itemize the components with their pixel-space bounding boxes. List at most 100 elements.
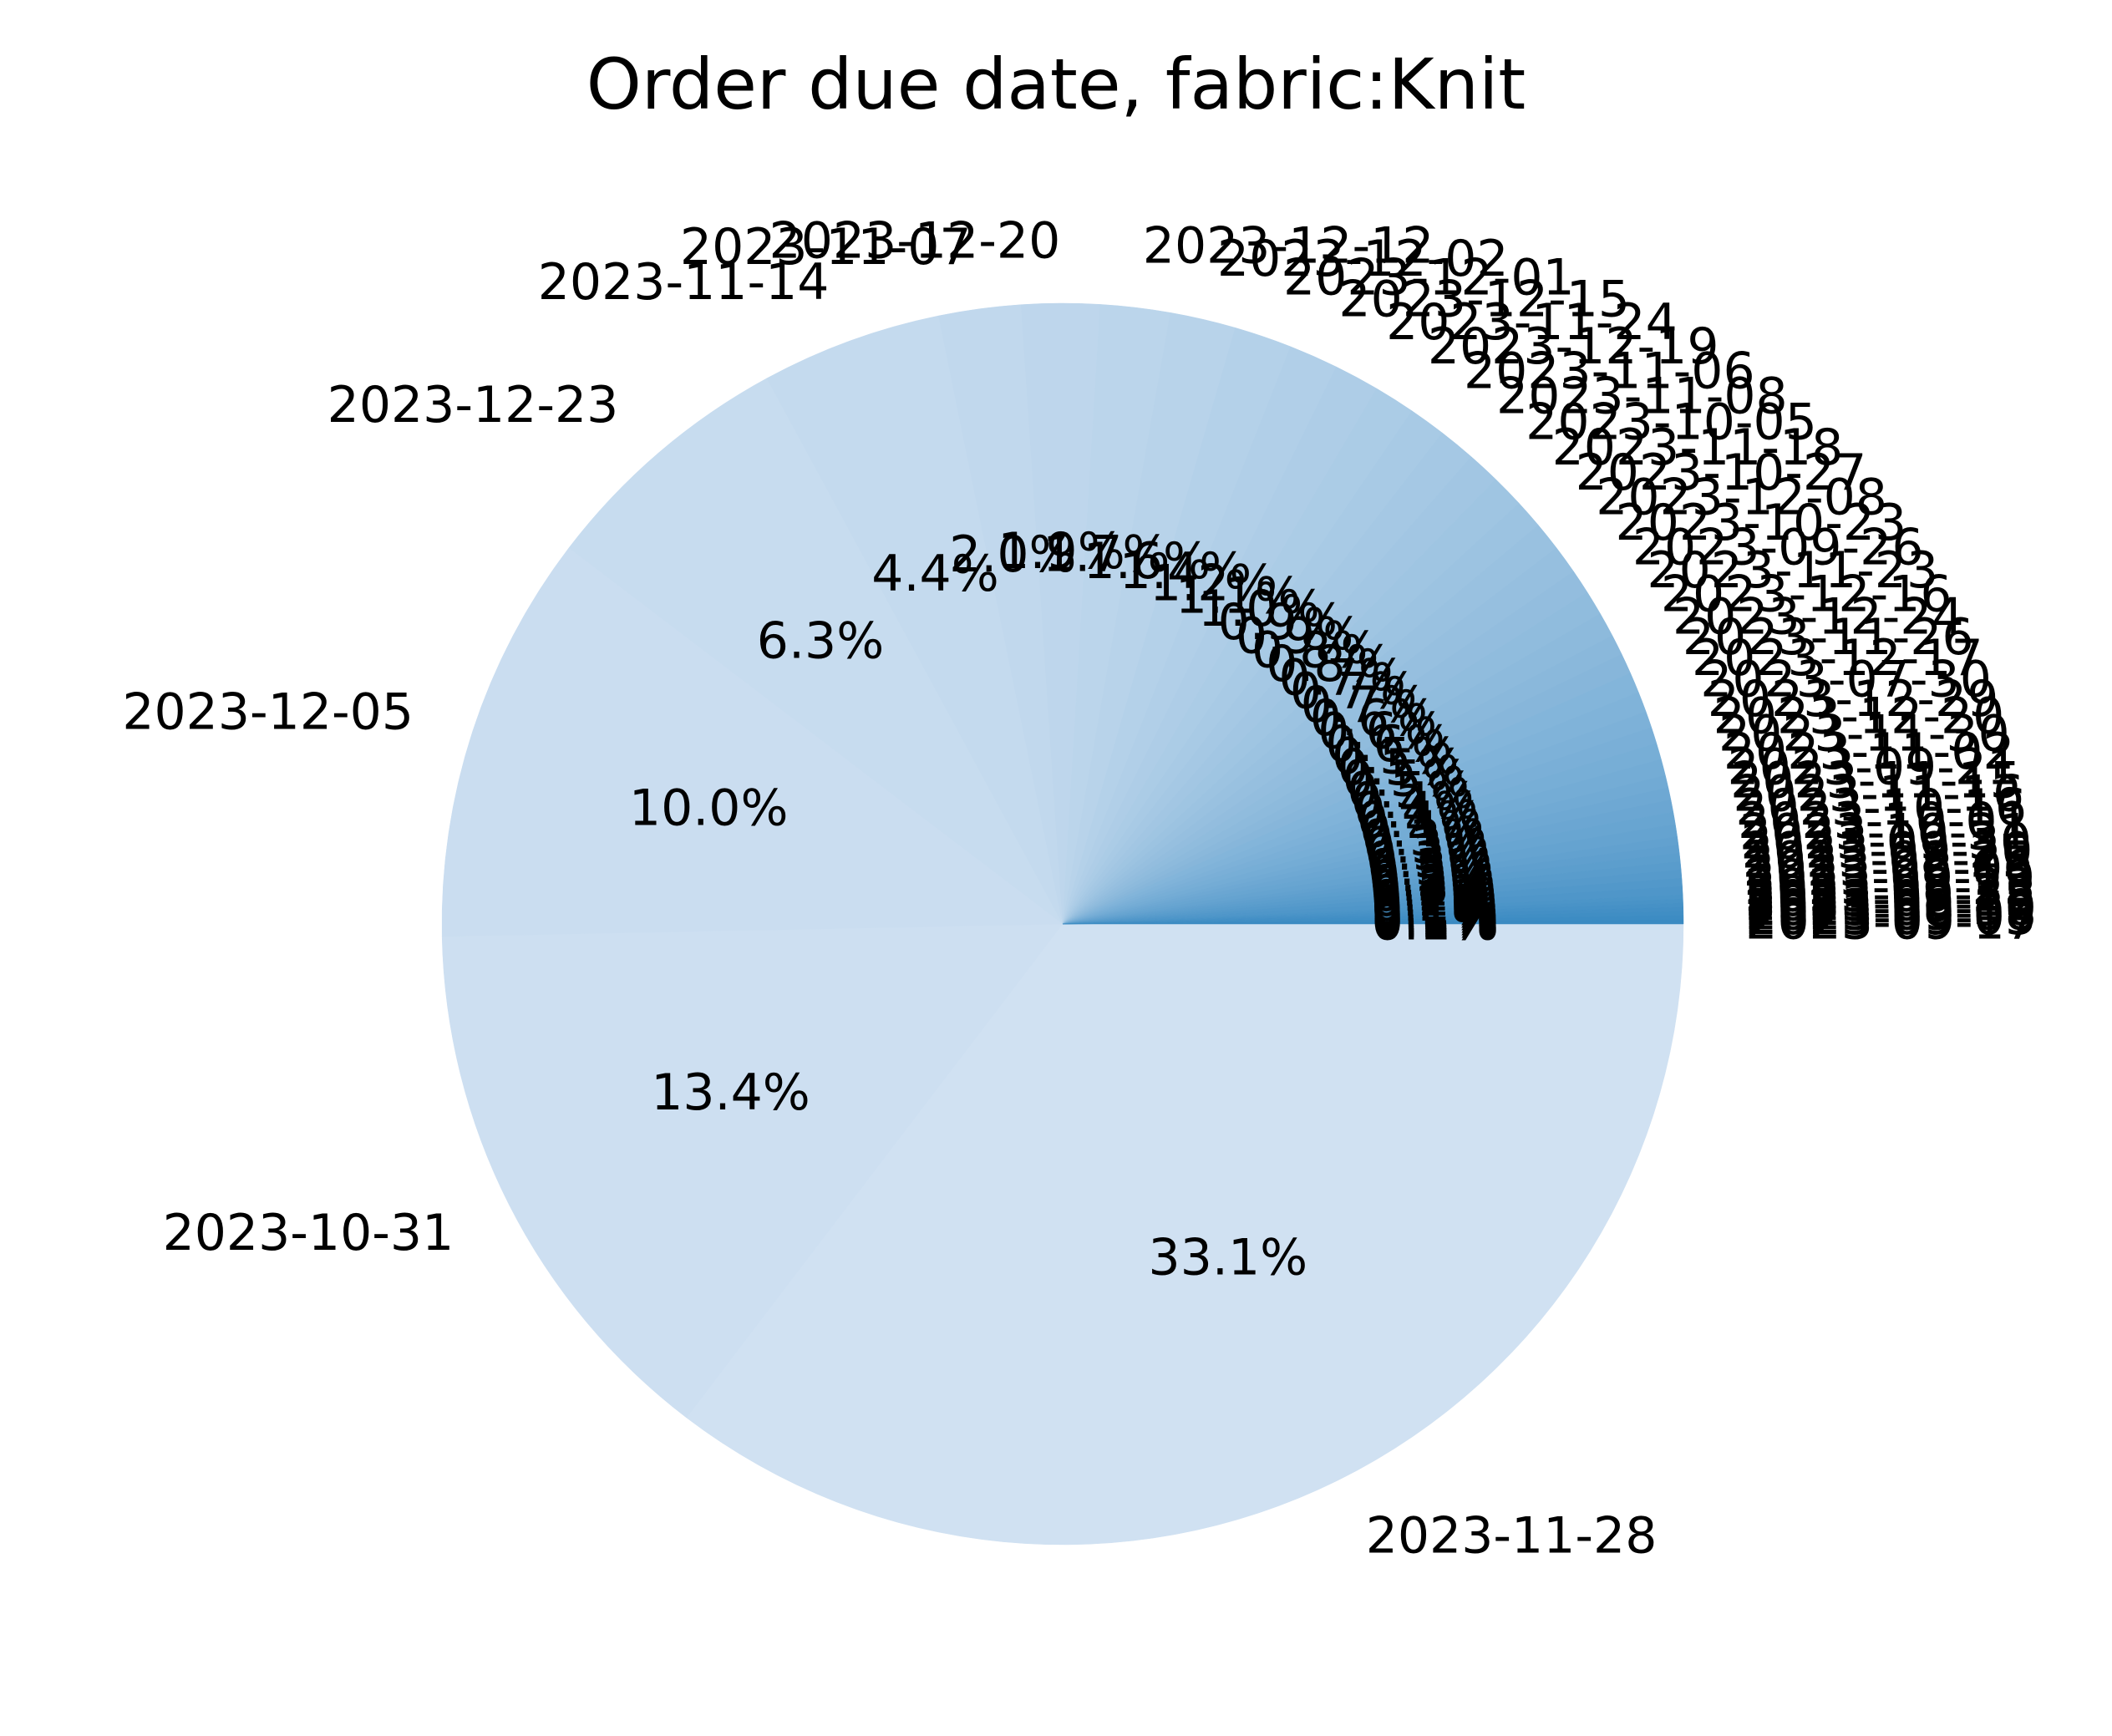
percent-label: 0.6% (1325, 715, 1452, 774)
percent-label: 0.7% (1290, 662, 1417, 721)
percent-label: 33.1% (1149, 1228, 1308, 1287)
percent-label: 0.1% (1371, 884, 1498, 942)
percent-label: 4.4% (871, 545, 998, 603)
percent-label: 0.5% (1332, 727, 1459, 785)
percent-label: 0.4% (1353, 782, 1480, 840)
slice-label: 2023-09-17 (1745, 892, 2037, 951)
percent-label: 0.4% (1351, 772, 1478, 830)
slice-label: 2023-09-12 (1745, 874, 2037, 932)
slice-label: 2023-08-06 (1744, 840, 2035, 898)
slice-label: 2023-08-23 (1744, 858, 2036, 916)
slice-label: 2023-12-08 (1596, 469, 1887, 527)
slice-label: 2023-10-23 (1616, 494, 1907, 552)
percent-label: 0.5% (1342, 750, 1469, 809)
slice-label: 2023-12-12 (1143, 216, 1434, 275)
pie-slice (568, 378, 1064, 925)
slice-label: 2023-09-21 (1727, 738, 2018, 796)
pie-slice (686, 923, 1684, 1546)
percent-label: 10.0% (629, 779, 789, 838)
percent-label: 0.2% (1371, 870, 1498, 928)
slice-label: 2023-11-15 (1730, 751, 2022, 810)
percent-label: 0.6% (1317, 702, 1444, 760)
slice-label: 2023-10-05 (1526, 393, 1817, 451)
slice-label: 2023-11-08 (1496, 368, 1788, 426)
percent-label: 0.7% (1278, 649, 1405, 708)
slice-label: 2023-11-06 (1464, 342, 1755, 400)
slice-label: 2023-11-26 (1683, 608, 1974, 667)
slice-label: 2023-09-19 (1744, 849, 2035, 907)
percent-label: 0.9% (1218, 593, 1345, 652)
slice-label: 2023-10-27 (1576, 444, 1867, 502)
percent-label: 0.5% (1347, 762, 1474, 820)
percent-label: 0.4% (1357, 791, 1484, 850)
percent-label: 0.9% (1236, 607, 1363, 666)
percent-label: 0.1% (1371, 881, 1498, 940)
percent-label: 0.2% (1371, 875, 1498, 933)
pie-slice (766, 315, 1064, 925)
slice-labels: 2023-11-28 2023-10-31 2023-12-05 2023-12-23… (122, 212, 2037, 1566)
slice-label: 2023-09-20 (1742, 821, 2033, 880)
slice-label: 2023-12-02 (1217, 230, 1509, 288)
pie-slice (1062, 919, 1684, 925)
percent-label: 0.5% (1337, 739, 1464, 797)
slice-label: 2023-11-02 (1724, 723, 2015, 781)
percent-label: 0.1% (1372, 894, 1499, 952)
percent-label: 1.9% (998, 522, 1125, 581)
pie-slice (441, 547, 1064, 937)
percent-label: 0.1% (1371, 879, 1498, 937)
slice-label: 2023-08-25 (1743, 830, 2034, 889)
percent-label: 13.4% (651, 1063, 810, 1122)
percent-labels: 33.1% 13.4% 10.0% 6.3% 4.4%2.0%1.9%1.7%1.6%1… (629, 522, 1499, 1287)
slice-label: 2023-12-29 (1708, 670, 1999, 728)
percent-label: 0.3% (1366, 831, 1493, 890)
percent-label: 0.2% (1369, 855, 1496, 913)
slice-label: 2023-12-24 (1673, 587, 1964, 646)
percent-label: 0.1% (1372, 891, 1499, 950)
slice-label: 2023-07-30 (1700, 651, 1992, 709)
slice-label: 2023-09-28 (1745, 865, 2037, 923)
percent-label: 0.6% (1310, 689, 1437, 748)
percent-label: 0.2% (1368, 850, 1495, 908)
pie-slices (441, 302, 1684, 1546)
percent-label: 0.2% (1370, 865, 1497, 923)
percent-label: 6.3% (757, 612, 884, 670)
slice-label: 2023-12-23 (327, 376, 619, 434)
slice-label: 2023-11-30 (1719, 705, 2010, 764)
percent-label: 1.4% (1119, 542, 1246, 601)
slice-label: 2023-12-20 (769, 212, 1061, 271)
percent-label: 1.6% (1084, 532, 1211, 591)
percent-label: 0.2% (1370, 860, 1497, 918)
slice-label: 2023-11-07 (680, 218, 972, 277)
slice-label: 2023-11-14 (538, 253, 830, 312)
slice-label: 2023-12-20 (1713, 688, 2005, 746)
slice-label: 2023-10-01 (1738, 792, 2029, 850)
slice-label: 2023-08-15 (1745, 870, 2037, 928)
slice-label: 2023-11-24 (1386, 293, 1678, 352)
percent-label: 0.2% (1368, 845, 1495, 903)
slice-label: 2023-12-01 (1283, 249, 1575, 307)
percent-label: 2.0% (949, 525, 1076, 584)
slice-label: 2023-09-05 (1745, 888, 2037, 947)
percent-label: 0.8% (1266, 635, 1393, 693)
percent-label: 1.0% (1198, 580, 1325, 638)
slice-label: 2023-09-26 (1632, 518, 1924, 576)
percent-label: 1.1% (1175, 566, 1302, 625)
slice-label: 2023-10-31 (163, 1204, 454, 1262)
slice-label: 2023-12-05 (122, 683, 414, 741)
percent-label: 0.3% (1363, 816, 1490, 875)
slice-label: 2023-09-30 (1740, 812, 2032, 871)
slice-label: 2023-10-31 (1739, 804, 2031, 862)
percent-label: 0.7% (1301, 676, 1428, 734)
slice-label: 2023-12-17 (1692, 629, 1983, 688)
slice-label: 2023-11-18 (1552, 419, 1844, 477)
slice-label: 2023-08-30 (1745, 879, 2037, 937)
slice-label: 2023-12-16 (1661, 566, 1952, 624)
percent-label: 0.3% (1362, 810, 1489, 868)
slice-label: 2023-12-15 (1338, 270, 1630, 328)
percent-label: 0.1% (1372, 889, 1499, 947)
percent-label: 1.7% (1043, 525, 1170, 583)
percent-label: 0.3% (1368, 839, 1495, 897)
pie-slice (441, 923, 1064, 1419)
